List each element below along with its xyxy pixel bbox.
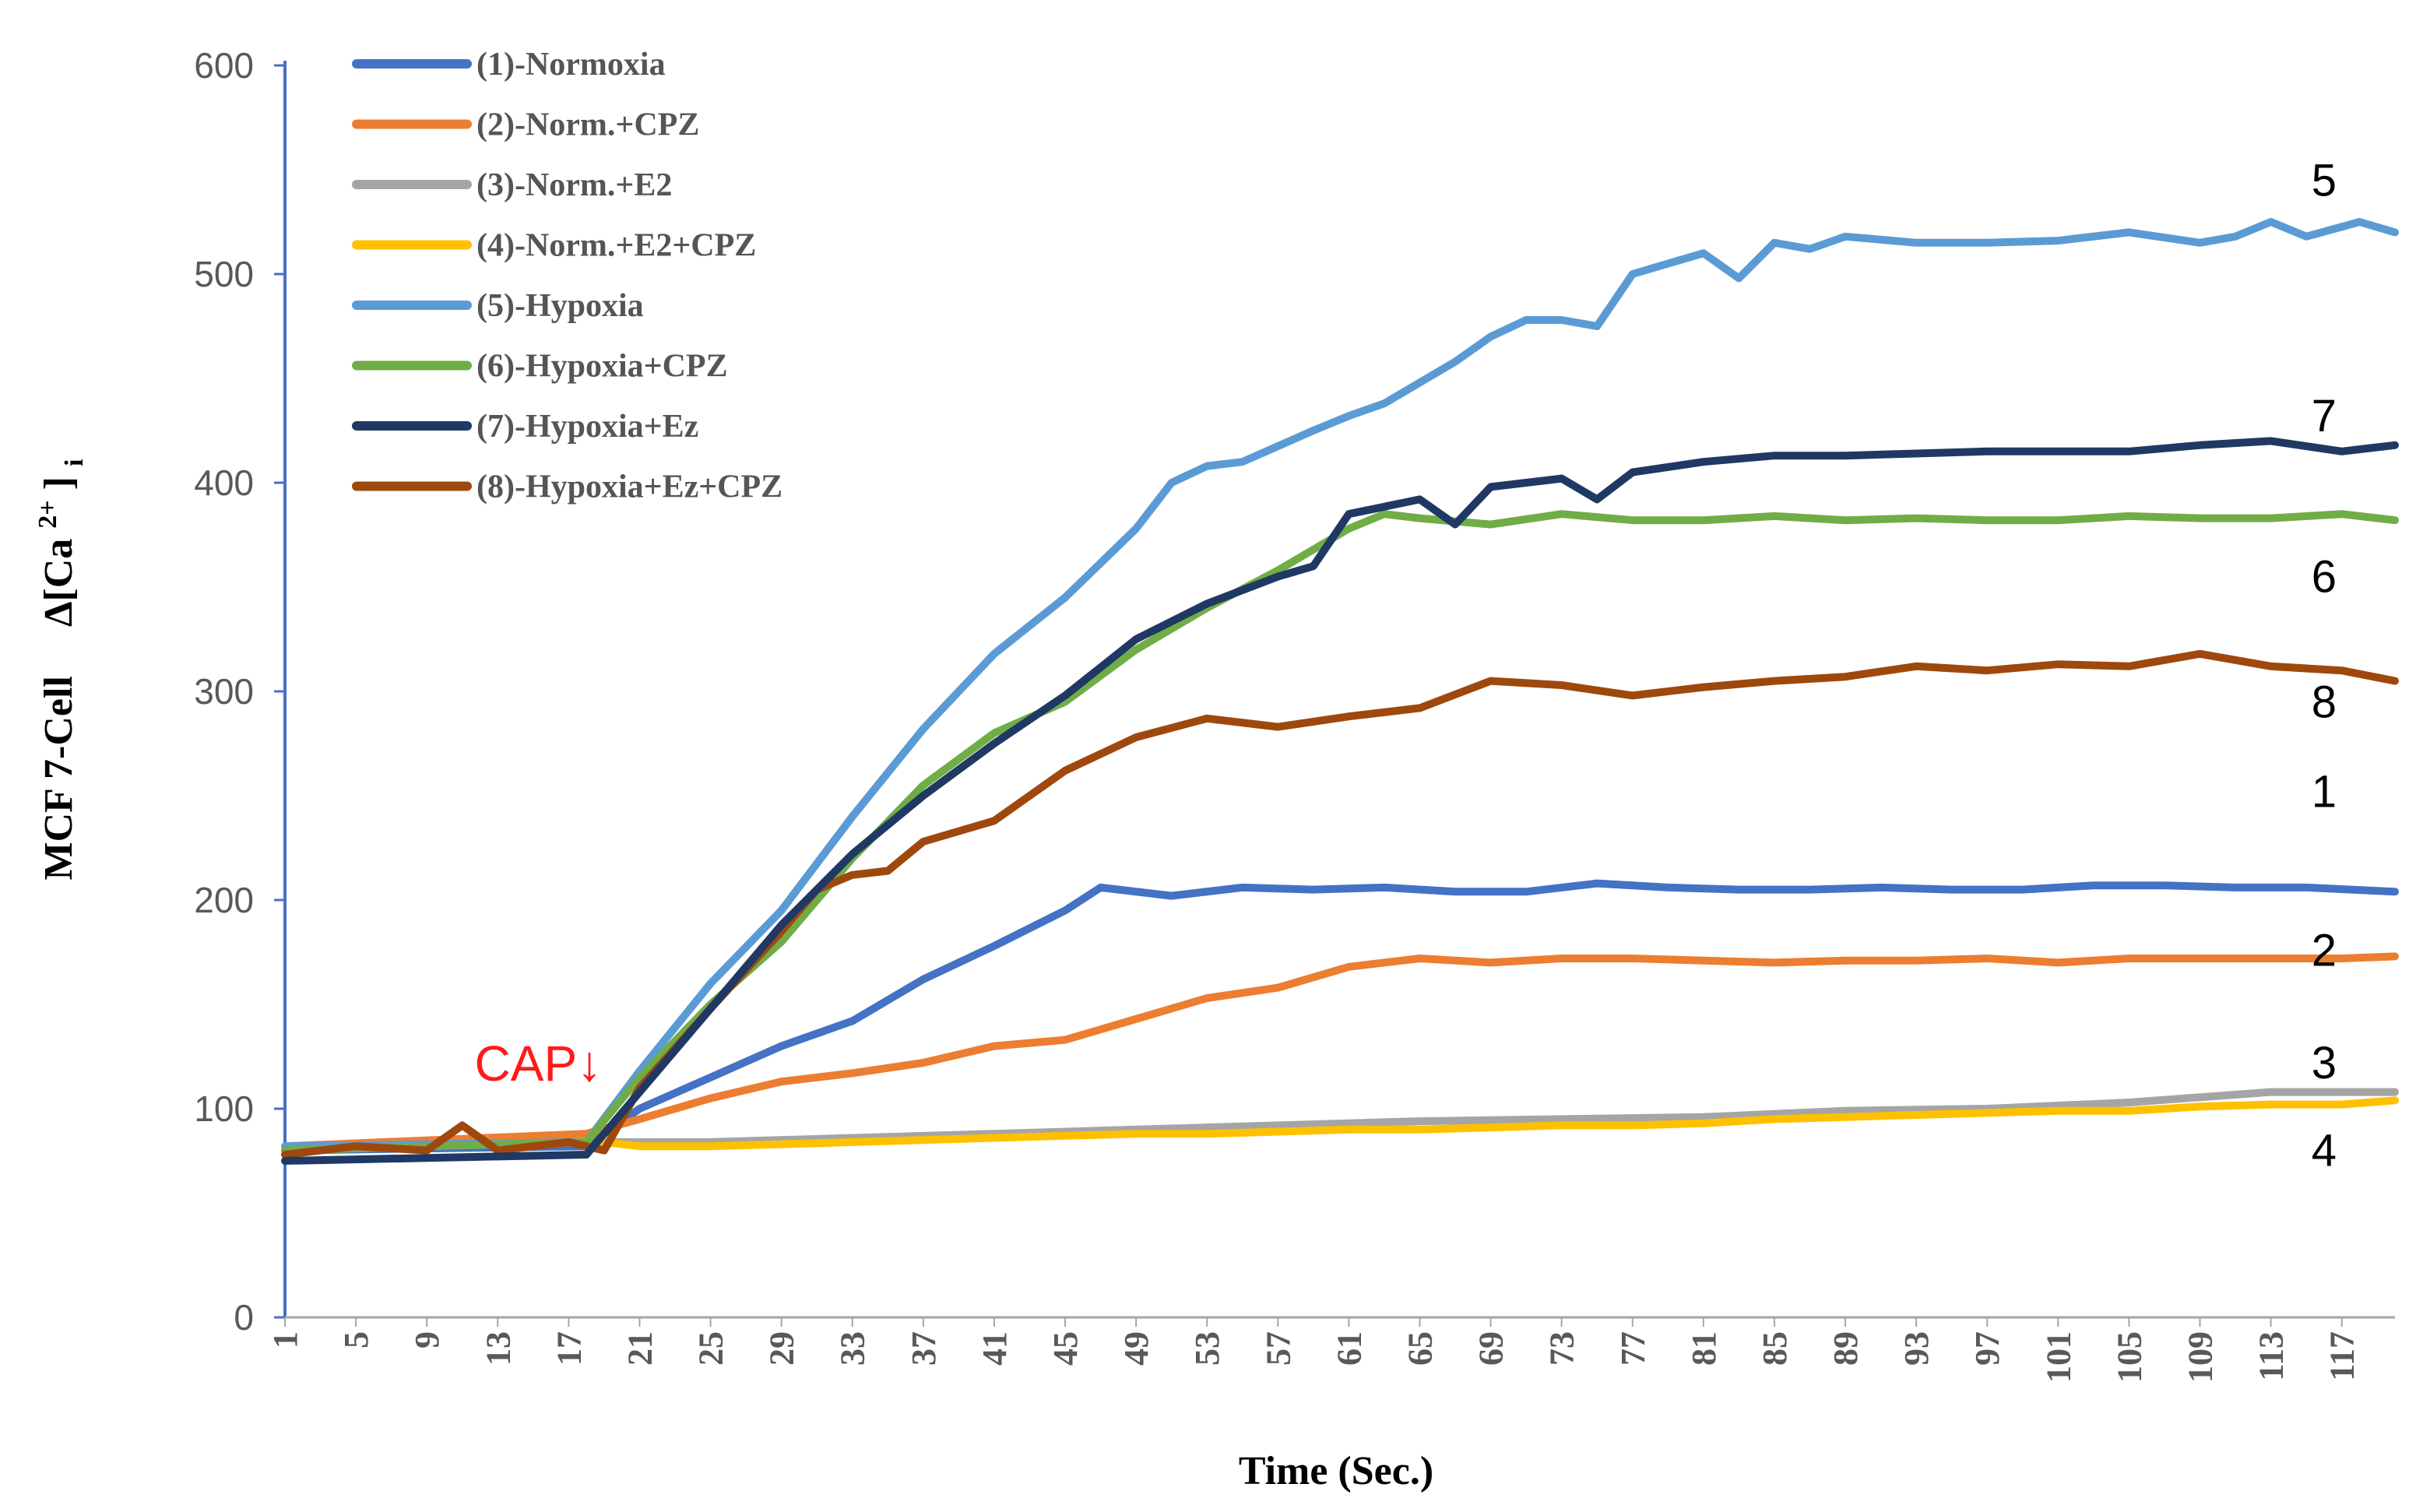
legend-entry: (6)-Hypoxia+CPZ <box>477 349 728 385</box>
x-tick-label: 21 <box>621 1331 659 1366</box>
series-line-2 <box>281 952 2399 1151</box>
x-tick-label: 49 <box>1117 1331 1155 1366</box>
x-tick-label: 17 <box>550 1331 588 1366</box>
legend-entry: (1)-Normoxia <box>477 47 666 83</box>
y-tick-label: 600 <box>194 45 254 86</box>
x-tick-label: 57 <box>1259 1331 1297 1366</box>
series-end-label: 8 <box>2312 677 2337 727</box>
legend-entry: (2)-Norm.+CPZ <box>477 107 699 143</box>
x-tick-label: 37 <box>905 1331 943 1366</box>
x-tick-label: 89 <box>1827 1331 1865 1366</box>
x-tick-label: 29 <box>763 1331 801 1366</box>
x-tick-label: 77 <box>1614 1331 1652 1366</box>
series-end-label: 6 <box>2312 552 2337 603</box>
x-tick-label: 117 <box>2323 1331 2361 1381</box>
x-tick-label: 105 <box>2110 1331 2148 1383</box>
series-end-labels: 1 2 3 4 5 6 7 8 <box>2312 155 2337 1176</box>
y-tick-label: 400 <box>194 462 254 503</box>
x-tick-label: 13 <box>479 1331 517 1366</box>
x-tick-label: 73 <box>1543 1331 1581 1366</box>
legend-entry: (3)-Norm.+E2 <box>477 167 672 203</box>
y-axis-title-sub: i <box>60 459 89 466</box>
y-tick-label: 500 <box>194 254 254 294</box>
x-tick-label: 93 <box>1897 1331 1936 1366</box>
series-end-label: 4 <box>2312 1126 2337 1176</box>
x-tick-label: 101 <box>2039 1331 2077 1383</box>
x-tick-label: 113 <box>2252 1331 2291 1381</box>
y-tick-label: 300 <box>194 671 254 712</box>
series-layer <box>281 218 2399 1165</box>
legend-entry: (8)-Hypoxia+Ez+CPZ <box>477 469 782 505</box>
y-axis-title-prefix: MCF 7-Cell <box>37 676 81 880</box>
x-tick-label: 33 <box>834 1331 872 1366</box>
legend-entry: (7)-Hypoxia+Ez <box>477 409 698 445</box>
x-tick-label: 25 <box>692 1331 730 1366</box>
series-end-label: 5 <box>2312 155 2337 206</box>
legend-entry: (5)-Hypoxia <box>477 288 644 324</box>
legend-entry: (4)-Norm.+E2+CPZ <box>477 228 756 264</box>
x-tick-label: 1 <box>266 1331 304 1348</box>
y-tick-label: 200 <box>194 880 254 920</box>
series-end-label: 2 <box>2312 925 2337 976</box>
series-line-5 <box>281 218 2399 1151</box>
y-axis-title: MCF 7-Cell Δ[Ca 2+ ] i <box>21 459 89 881</box>
x-tick-label: 41 <box>976 1331 1014 1366</box>
series-line-7 <box>281 437 2399 1165</box>
x-tick-label: 97 <box>1968 1331 2006 1366</box>
x-tick-label: 53 <box>1188 1331 1226 1366</box>
y-axis-title-delta: Δ[Ca <box>37 539 81 627</box>
legend: (1)-Normoxia (2)-Norm.+CPZ (3)-Norm.+E2 (4)… <box>352 47 782 505</box>
x-tick-label: 69 <box>1472 1331 1510 1366</box>
cap-annotation: CAP↓ <box>475 1036 603 1092</box>
x-tick-label: 9 <box>408 1331 446 1348</box>
x-tick-label: 109 <box>2181 1331 2219 1383</box>
series-line-3 <box>281 1088 2399 1155</box>
x-tick-label: 81 <box>1685 1331 1723 1366</box>
x-axis-title: Time (Sec.) <box>1239 1449 1433 1493</box>
series-end-label: 3 <box>2312 1038 2337 1088</box>
series-end-label: 1 <box>2312 767 2337 818</box>
x-tick-label: 85 <box>1756 1331 1794 1366</box>
y-axis-title-sup: 2+ <box>33 500 62 528</box>
y-tick-label: 0 <box>234 1297 254 1338</box>
x-tick-label: 5 <box>337 1331 375 1348</box>
series-end-label: 7 <box>2312 391 2337 441</box>
y-tick-label: 100 <box>194 1088 254 1129</box>
x-tick-label: 65 <box>1401 1331 1439 1366</box>
series-line-4 <box>281 1096 2399 1155</box>
y-axis-title-close: ] <box>37 476 81 490</box>
x-tick-label: 45 <box>1046 1331 1085 1366</box>
x-tick-label: 61 <box>1330 1331 1368 1366</box>
series-line-1 <box>281 879 2399 1155</box>
